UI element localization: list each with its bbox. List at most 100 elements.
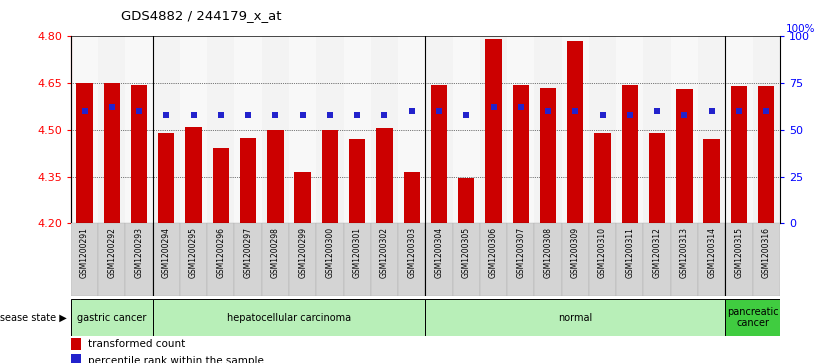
Text: GSM1200309: GSM1200309 <box>570 227 580 278</box>
Bar <box>726 36 752 223</box>
Bar <box>240 138 256 223</box>
Bar <box>180 36 207 223</box>
Bar <box>153 299 425 336</box>
Bar <box>480 223 507 296</box>
Bar <box>595 133 610 223</box>
Bar <box>644 36 671 223</box>
Bar <box>535 223 561 296</box>
Text: GSM1200295: GSM1200295 <box>189 227 198 278</box>
Bar <box>561 223 589 296</box>
Bar <box>71 299 153 336</box>
Bar <box>71 338 81 351</box>
Text: GSM1200314: GSM1200314 <box>707 227 716 278</box>
Bar <box>621 85 638 223</box>
Bar <box>125 36 153 223</box>
Text: 100%: 100% <box>786 24 815 33</box>
Bar <box>153 36 180 223</box>
Text: hepatocellular carcinoma: hepatocellular carcinoma <box>227 313 351 323</box>
Bar <box>567 41 584 223</box>
Bar <box>98 223 125 296</box>
Bar <box>758 86 774 223</box>
Text: GSM1200304: GSM1200304 <box>435 227 444 278</box>
Text: GSM1200297: GSM1200297 <box>244 227 253 278</box>
Text: pancreatic
cancer: pancreatic cancer <box>726 307 778 329</box>
Bar <box>649 133 666 223</box>
Bar <box>561 36 589 223</box>
Bar <box>371 223 398 296</box>
Text: normal: normal <box>558 313 592 323</box>
Bar <box>207 223 234 296</box>
Bar <box>267 130 284 223</box>
Text: GSM1200308: GSM1200308 <box>544 227 553 278</box>
Bar <box>322 130 338 223</box>
Bar <box>540 88 556 223</box>
Text: disease state ▶: disease state ▶ <box>0 313 67 323</box>
Bar <box>289 223 316 296</box>
Bar <box>644 223 671 296</box>
Bar <box>752 36 780 223</box>
Bar <box>262 36 289 223</box>
Bar <box>698 223 726 296</box>
Text: GSM1200302: GSM1200302 <box>380 227 389 278</box>
Text: GSM1200299: GSM1200299 <box>298 227 307 278</box>
Text: gastric cancer: gastric cancer <box>77 313 147 323</box>
Text: GSM1200311: GSM1200311 <box>626 227 635 278</box>
Bar <box>453 223 480 296</box>
Bar <box>671 36 698 223</box>
Bar <box>294 172 311 223</box>
Bar <box>185 127 202 223</box>
Bar <box>289 36 316 223</box>
Bar <box>485 40 502 223</box>
Bar <box>131 85 148 223</box>
Bar <box>507 223 535 296</box>
Text: GSM1200301: GSM1200301 <box>353 227 362 278</box>
Bar <box>671 223 698 296</box>
Bar <box>726 299 780 336</box>
Bar <box>752 223 780 296</box>
Bar <box>425 36 453 223</box>
Bar <box>616 223 644 296</box>
Bar <box>535 36 561 223</box>
Bar <box>71 354 81 363</box>
Text: percentile rank within the sample: percentile rank within the sample <box>88 356 264 363</box>
Bar <box>425 223 453 296</box>
Text: GSM1200316: GSM1200316 <box>761 227 771 278</box>
Bar <box>153 223 180 296</box>
Bar <box>698 36 726 223</box>
Bar <box>616 36 644 223</box>
Bar <box>316 36 344 223</box>
Bar <box>344 36 371 223</box>
Bar <box>398 36 425 223</box>
Text: GSM1200294: GSM1200294 <box>162 227 171 278</box>
Bar <box>507 36 535 223</box>
Text: GSM1200307: GSM1200307 <box>516 227 525 278</box>
Bar <box>480 36 507 223</box>
Bar <box>458 178 475 223</box>
Bar <box>71 223 98 296</box>
Bar <box>731 86 747 223</box>
Bar <box>77 83 93 223</box>
Text: GDS4882 / 244179_x_at: GDS4882 / 244179_x_at <box>121 9 281 22</box>
Text: GSM1200292: GSM1200292 <box>108 227 116 278</box>
Bar <box>98 36 125 223</box>
Text: GSM1200312: GSM1200312 <box>652 227 661 278</box>
Bar <box>513 85 529 223</box>
Text: GSM1200315: GSM1200315 <box>735 227 743 278</box>
Bar <box>234 36 262 223</box>
Text: GSM1200298: GSM1200298 <box>271 227 280 278</box>
Text: GSM1200305: GSM1200305 <box>462 227 470 278</box>
Bar <box>262 223 289 296</box>
Bar <box>371 36 398 223</box>
Bar <box>349 139 365 223</box>
Bar <box>398 223 425 296</box>
Text: GSM1200313: GSM1200313 <box>680 227 689 278</box>
Text: GSM1200291: GSM1200291 <box>80 227 89 278</box>
Text: GSM1200300: GSM1200300 <box>325 227 334 278</box>
Bar <box>158 133 174 223</box>
Bar <box>207 36 234 223</box>
Bar <box>431 85 447 223</box>
Bar <box>726 223 752 296</box>
Bar <box>180 223 207 296</box>
Bar <box>703 139 720 223</box>
Bar <box>316 223 344 296</box>
